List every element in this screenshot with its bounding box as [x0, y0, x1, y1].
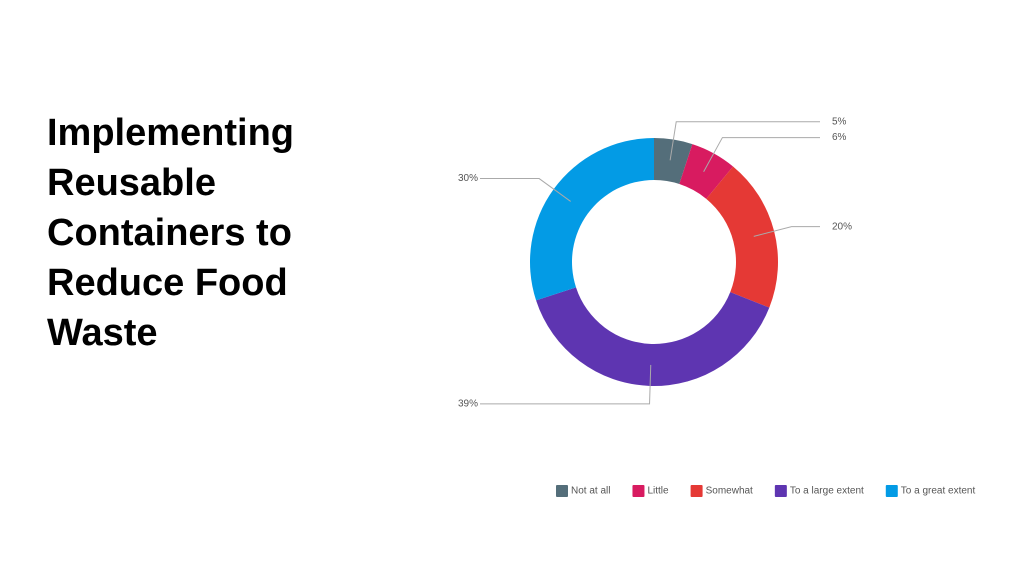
slide-title: Implementing Reusable Containers to Redu… [47, 112, 295, 354]
data-label: 6% [832, 132, 847, 143]
legend-label: To a great extent [901, 486, 976, 497]
data-label: 5% [832, 116, 847, 127]
leader-line [480, 364, 652, 405]
legend-swatch [690, 485, 703, 497]
data-label: 20% [832, 221, 852, 232]
legend-label: To a large extent [790, 486, 864, 497]
legend-label: Not at all [571, 486, 610, 497]
legend-label: Little [647, 486, 669, 497]
data-label: 30% [458, 173, 478, 184]
leader-line [703, 137, 820, 172]
leader-line [753, 226, 820, 237]
donut-slice [654, 138, 693, 185]
donut-slice [529, 138, 654, 301]
donut-slice [536, 287, 770, 386]
leader-line [669, 121, 820, 161]
legend-swatch [885, 485, 898, 497]
donut-slice [679, 144, 734, 199]
leader-line [480, 178, 571, 202]
donut-slice [706, 166, 778, 308]
legend-swatch [632, 485, 645, 497]
legend-label: Somewhat [706, 486, 753, 497]
legend-swatch [556, 485, 568, 497]
data-label: 39% [458, 399, 478, 410]
legend-swatch [774, 485, 787, 497]
